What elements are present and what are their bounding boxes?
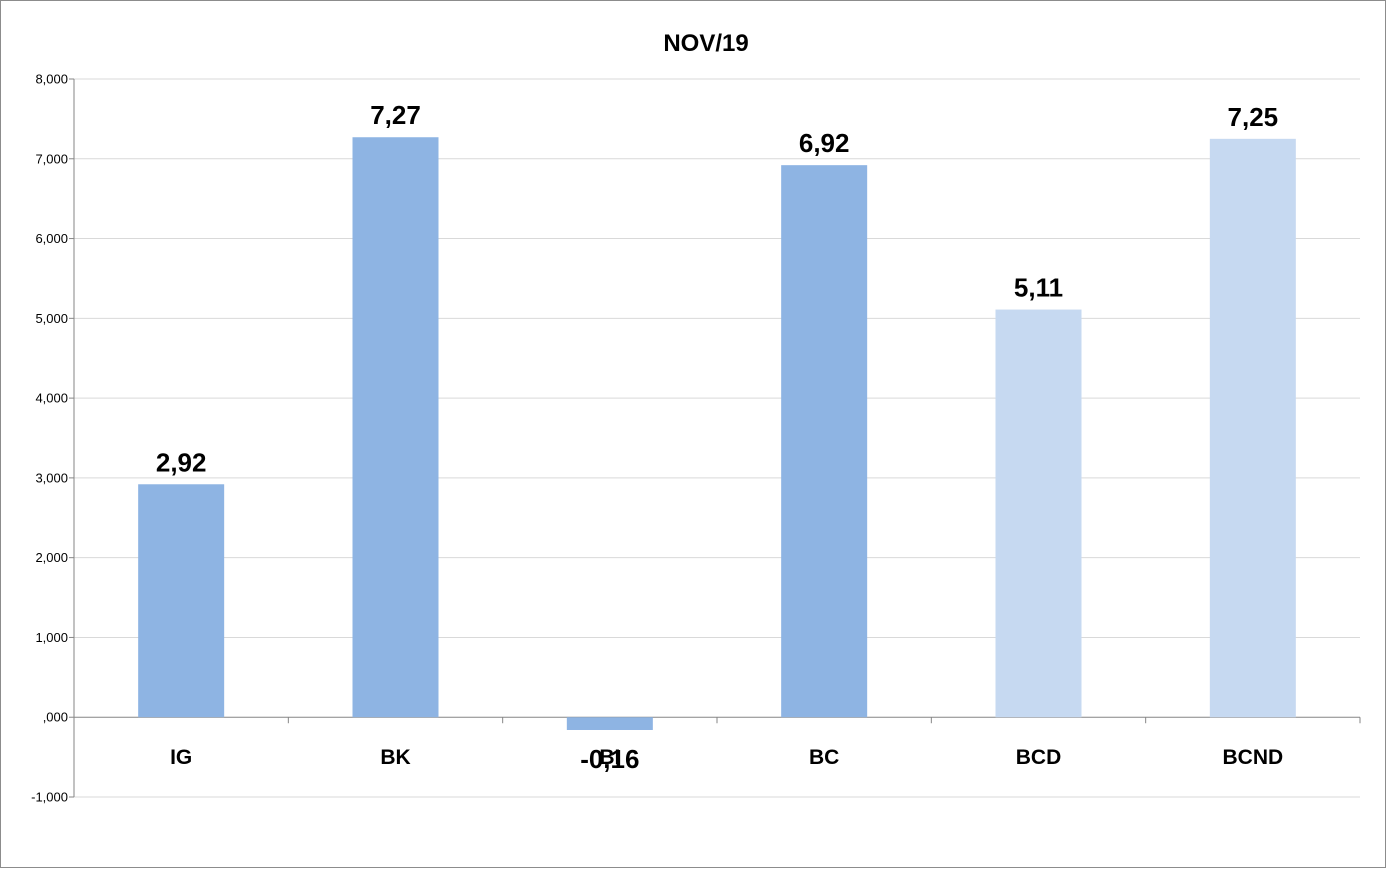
bar-bcd (995, 309, 1082, 718)
y-tick-label: 4,000 (35, 391, 68, 406)
y-tick-label: -1,000 (31, 790, 68, 805)
chart-title: NOV/19 (663, 30, 748, 57)
y-tick-label: 2,000 (35, 550, 68, 565)
category-label: BC (809, 746, 839, 769)
category-labels: IG BK BI BC BCD BCND (170, 746, 1283, 769)
y-axis-tick-labels: -1,000 ,000 1,000 2,000 3,000 4,000 5,000 6,000… (31, 72, 68, 805)
bar-bk (352, 137, 439, 718)
category-label: IG (170, 746, 192, 769)
data-labels: 2,92 7,27 -0,16 6,92 5,11 7,25 (156, 100, 1278, 774)
bar-bcnd (1209, 138, 1296, 718)
y-tick-label: 1,000 (35, 630, 68, 645)
data-label: -0,16 (580, 744, 639, 774)
category-label: BI (599, 746, 620, 769)
data-label: 6,92 (799, 128, 850, 158)
data-label: 5,11 (1014, 273, 1063, 303)
bar-ig (138, 484, 225, 718)
data-label: 7,25 (1228, 102, 1279, 132)
y-tick-label: 3,000 (35, 470, 68, 485)
data-label: 2,92 (156, 447, 207, 477)
bar-bc (781, 165, 868, 718)
axes (73, 79, 1361, 797)
y-tick-label: 5,000 (35, 311, 68, 326)
bars (138, 137, 1296, 730)
bar-bi (566, 717, 653, 730)
category-label: BK (380, 746, 410, 769)
category-label: BCD (1016, 746, 1062, 769)
data-label: 7,27 (370, 100, 421, 130)
gridlines (69, 78, 1360, 798)
y-tick-label: 6,000 (35, 231, 68, 246)
y-tick-label: 8,000 (35, 72, 68, 87)
y-tick-label: 7,000 (35, 151, 68, 166)
category-label: BCND (1222, 746, 1283, 769)
y-tick-label: ,000 (43, 710, 68, 725)
